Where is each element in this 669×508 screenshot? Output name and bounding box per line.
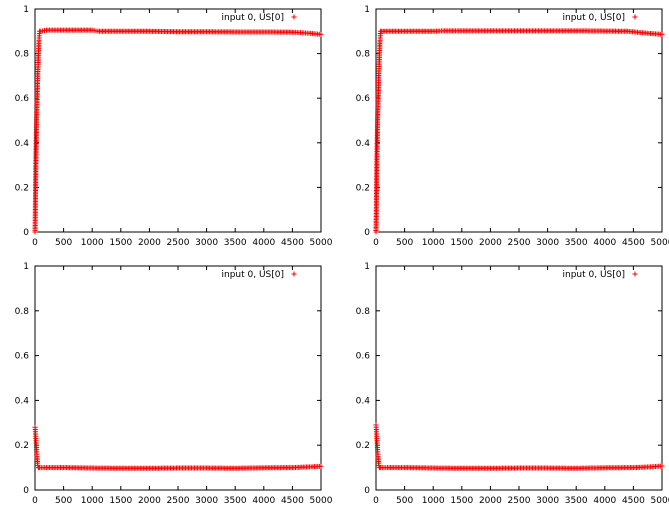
x-tick-label: 1000	[422, 238, 445, 248]
series-1	[32, 27, 324, 235]
x-tick-label: 3500	[224, 496, 247, 506]
x-tick-label: 5000	[651, 238, 669, 248]
x-tick-label: 3000	[536, 496, 559, 506]
x-tick-label: 3500	[565, 238, 588, 248]
y-tick-label: 0.6	[356, 352, 371, 362]
series-1	[32, 424, 324, 471]
y-tick-label: 1	[364, 5, 370, 15]
y-tick-label: 0.8	[356, 50, 371, 60]
x-tick-label: 2000	[479, 238, 502, 248]
y-tick-label: 0	[364, 486, 370, 496]
data-point	[659, 31, 665, 37]
x-tick-label: 0	[373, 238, 379, 248]
x-tick-label: 1500	[450, 496, 473, 506]
x-tick-label: 2500	[167, 496, 190, 506]
y-tick-label: 1	[364, 262, 370, 272]
y-tick-label: 1	[23, 262, 29, 272]
x-tick-label: 2000	[479, 496, 502, 506]
x-tick-label: 2000	[138, 496, 161, 506]
y-tick-label: 0	[23, 486, 29, 496]
x-tick-label: 1000	[81, 496, 104, 506]
chart-panel-1: 0 500 1000 1500 2000 2500 3000 3500 4000 4500 5000…	[15, 5, 333, 248]
y-tick-label: 0.2	[15, 441, 29, 451]
y-tick-label: 0.6	[356, 94, 371, 104]
x-tick-label: 4500	[622, 496, 645, 506]
legend-label: input 0, US[0]	[221, 13, 284, 23]
data-point	[318, 31, 324, 37]
x-tick-label: 2500	[167, 238, 190, 248]
x-tick-label: 4500	[281, 496, 304, 506]
x-tick-label: 500	[396, 496, 413, 506]
x-tick-label: 500	[55, 238, 72, 248]
x-tick-label: 3500	[224, 238, 247, 248]
legend-marker	[291, 14, 297, 20]
x-tick-label: 2500	[508, 496, 531, 506]
x-tick-label: 3000	[536, 238, 559, 248]
x-tick-label: 0	[32, 238, 38, 248]
y-tick-label: 0.2	[15, 183, 29, 193]
legend-label: input 0, US[0]	[562, 13, 625, 23]
legend-label: input 0, US[0]	[221, 270, 284, 280]
series-1	[373, 28, 665, 235]
legend-marker	[632, 271, 638, 277]
series-1	[373, 422, 665, 471]
y-tick-label: 0.2	[356, 441, 370, 451]
x-tick-label: 0	[373, 496, 379, 506]
y-tick-label: 0	[364, 228, 370, 238]
plot-frame	[34, 265, 322, 491]
x-tick-label: 4000	[593, 496, 616, 506]
y-tick-label: 0.8	[15, 50, 30, 60]
x-tick-label: 1500	[450, 238, 473, 248]
x-tick-label: 1500	[109, 496, 132, 506]
y-tick-label: 0.4	[356, 139, 371, 149]
y-tick-label: 0	[23, 228, 29, 238]
plot-frame	[375, 265, 663, 491]
y-tick-label: 0.8	[15, 307, 30, 317]
x-tick-label: 4000	[252, 496, 275, 506]
x-tick-label: 3500	[565, 496, 588, 506]
x-tick-label: 1500	[109, 238, 132, 248]
x-tick-label: 2500	[508, 238, 531, 248]
x-tick-label: 2000	[138, 238, 161, 248]
x-tick-label: 0	[32, 496, 38, 506]
plot-frame	[375, 8, 663, 233]
y-tick-label: 1	[23, 5, 29, 15]
y-tick-label: 0.6	[15, 352, 30, 362]
x-tick-label: 4000	[593, 238, 616, 248]
y-tick-label: 0.4	[15, 139, 30, 149]
x-tick-label: 1000	[81, 238, 104, 248]
x-tick-label: 3000	[195, 238, 218, 248]
x-tick-label: 5000	[310, 496, 333, 506]
x-tick-label: 4500	[281, 238, 304, 248]
x-tick-label: 4000	[252, 238, 275, 248]
plot-frame	[34, 8, 322, 233]
y-tick-label: 0.8	[356, 307, 371, 317]
y-tick-label: 0.2	[356, 183, 370, 193]
y-tick-label: 0.6	[15, 94, 30, 104]
chart-panel-4: 0 500 1000 1500 2000 2500 3000 3500 4000 4500 500 0…	[356, 262, 669, 506]
x-tick-label: 1000	[422, 496, 445, 506]
legend-marker	[291, 271, 297, 277]
chart-panel-2: 0 500 1000 1500 2000 2500 3000 3500 4000 4500 500 0…	[356, 5, 669, 248]
x-tick-label: 5000	[310, 238, 333, 248]
x-tick-label: 500	[55, 496, 72, 506]
x-tick-label: 4500	[622, 238, 645, 248]
x-tick-label: 3000	[195, 496, 218, 506]
legend-marker	[632, 14, 638, 20]
data-point	[318, 463, 324, 469]
data-point	[659, 463, 665, 469]
y-tick-label: 0.4	[15, 396, 30, 406]
chart-panel-3: 0 500 1000 1500 2000 2500 3000 3500 4000 4500 5000…	[15, 262, 333, 506]
y-tick-label: 0.4	[356, 396, 371, 406]
x-tick-label: 5000	[651, 496, 669, 506]
legend-label: input 0, US[0]	[562, 270, 625, 280]
x-tick-label: 500	[396, 238, 413, 248]
